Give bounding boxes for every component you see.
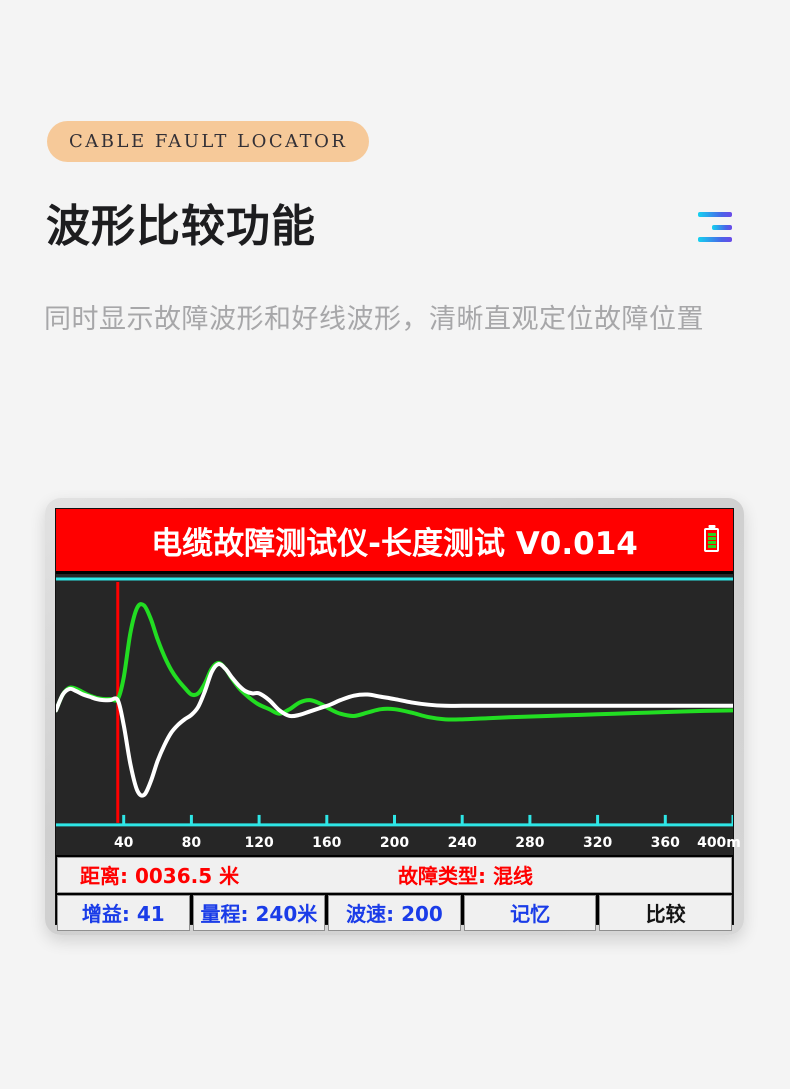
device-button-2[interactable]: 量程: 240米 bbox=[192, 894, 326, 931]
x-axis-tick-label: 120 bbox=[244, 834, 274, 851]
x-axis-tick-label: 160 bbox=[312, 834, 342, 851]
distance-reading: 距离: 0036.5 米 bbox=[80, 864, 240, 889]
page-subtitle: 同时显示故障波形和好线波形，清晰直观定位故障位置 bbox=[44, 304, 704, 335]
reading-row: 距离: 0036.5 米 故障类型: 混线 bbox=[57, 856, 732, 893]
device-button-5[interactable]: 比较 bbox=[599, 894, 732, 931]
x-axis-tick-label: 200 bbox=[379, 834, 410, 851]
hamburger-bar-top bbox=[698, 212, 732, 217]
battery-icon bbox=[704, 528, 719, 552]
battery-cell bbox=[707, 544, 716, 548]
x-axis-tick-label: 320 bbox=[582, 834, 613, 851]
fault-type-reading: 故障类型: 混线 bbox=[398, 864, 533, 889]
x-axis-tick-label: 360 bbox=[650, 834, 680, 851]
category-badge-label: CABLE FAULT LOCATOR bbox=[69, 131, 348, 152]
x-axis-labels: 40 80 120 160 200 240 280 320 360 400m bbox=[56, 832, 741, 855]
device-screen: 电缆故障测试仪-长度测试 V0.014 40 80 120 160 200 240 bbox=[55, 508, 741, 931]
hamburger-menu-icon[interactable] bbox=[698, 212, 732, 242]
device-button-3[interactable]: 波速: 200 bbox=[328, 894, 461, 931]
device-titlebar: 电缆故障测试仪-长度测试 V0.014 bbox=[56, 509, 733, 571]
x-axis-ticks bbox=[122, 814, 733, 825]
battery-cell bbox=[707, 532, 716, 536]
x-axis-tick-label: 240 bbox=[447, 834, 477, 851]
x-axis-tick-label: 400m bbox=[697, 834, 741, 851]
device-title-text: 电缆故障测试仪-长度测试 V0.014 bbox=[151, 525, 638, 562]
title-row: 波形比较功能 bbox=[46, 196, 746, 258]
device-button-row: 增益: 41 量程: 240米 波速: 200 记忆 比较 bbox=[57, 894, 732, 931]
x-axis-tick-label: 280 bbox=[515, 834, 545, 851]
waveform-svg bbox=[56, 577, 733, 827]
device-button-4[interactable]: 记忆 bbox=[463, 894, 597, 931]
battery-cell bbox=[707, 540, 716, 544]
waveform-line bbox=[56, 604, 733, 720]
x-axis-tick-label: 40 bbox=[113, 834, 134, 851]
page-title: 波形比较功能 bbox=[46, 201, 316, 252]
waveform-plot bbox=[56, 571, 733, 833]
hamburger-bar-middle bbox=[712, 224, 732, 230]
category-badge: CABLE FAULT LOCATOR bbox=[47, 121, 370, 162]
battery-cell bbox=[707, 536, 716, 540]
waveform-line bbox=[56, 664, 733, 796]
device-button-1[interactable]: 增益: 41 bbox=[57, 894, 190, 931]
x-axis-tick-label: 80 bbox=[181, 834, 202, 851]
waveform-series-group bbox=[56, 604, 733, 796]
device-body: 电缆故障测试仪-长度测试 V0.014 40 80 120 160 200 240 bbox=[45, 498, 744, 935]
hamburger-bar-bottom bbox=[698, 237, 732, 242]
